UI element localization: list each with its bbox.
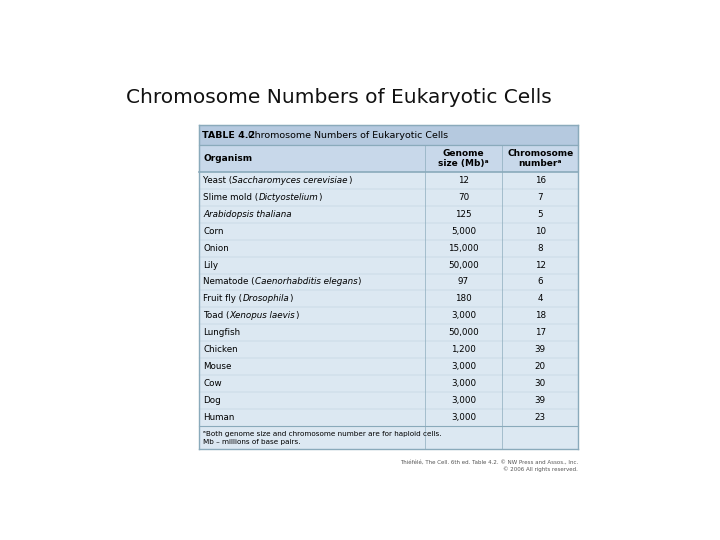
Bar [199,125,578,145]
Text: Yeast (: Yeast ( [203,176,233,185]
Text: Genome
size (Mb)ᵃ: Genome size (Mb)ᵃ [438,149,489,168]
Text: Thiéfélé, The Cell. 6th ed. Table 4.2. © NW Press and Assos., Inc.
© 2006 All ri: Thiéfélé, The Cell. 6th ed. Table 4.2. ©… [400,460,578,472]
Text: 97: 97 [458,278,469,287]
Text: 39: 39 [535,345,546,354]
Text: Lily: Lily [203,260,218,269]
Text: Chromosome Numbers of Eukaryotic Cells: Chromosome Numbers of Eukaryotic Cells [242,131,448,140]
Text: 50,000: 50,000 [448,328,479,338]
Text: Xenopus laevis: Xenopus laevis [230,312,295,320]
Text: Corn: Corn [203,227,224,235]
Text: Dog: Dog [203,396,221,405]
Text: 5,000: 5,000 [451,227,476,235]
Text: ᵃBoth genome size and chromosome number are for haploid cells.: ᵃBoth genome size and chromosome number … [202,430,441,436]
Text: Saccharomyces cerevisiae: Saccharomyces cerevisiae [233,176,348,185]
Text: 12: 12 [535,260,546,269]
Bar [199,189,578,206]
Text: 1,200: 1,200 [451,345,476,354]
Text: ): ) [358,278,361,287]
Text: Chromosome
numberᵃ: Chromosome numberᵃ [507,149,573,168]
Text: Caenorhabditis elegans: Caenorhabditis elegans [255,278,358,287]
Text: Organism: Organism [203,154,253,163]
Text: Lungfish: Lungfish [203,328,240,338]
Text: ): ) [318,193,322,202]
Bar [199,291,578,307]
Text: 30: 30 [535,379,546,388]
Text: 20: 20 [535,362,546,371]
Text: 3,000: 3,000 [451,396,476,405]
Text: TABLE 4.2: TABLE 4.2 [202,131,255,140]
Text: 16: 16 [535,176,546,185]
Bar [199,273,578,291]
Bar [199,145,578,172]
Bar [199,426,578,449]
Text: Toad (: Toad ( [203,312,230,320]
Text: 3,000: 3,000 [451,413,476,422]
Text: Arabidopsis thaliana: Arabidopsis thaliana [203,210,292,219]
Text: Chromosome Numbers of Eukaryotic Cells: Chromosome Numbers of Eukaryotic Cells [126,87,552,107]
Text: 3,000: 3,000 [451,379,476,388]
Bar [199,222,578,240]
Text: 18: 18 [535,312,546,320]
Text: Drosophila: Drosophila [243,294,289,303]
Text: 39: 39 [535,396,546,405]
Text: Fruit fly (: Fruit fly ( [203,294,243,303]
Bar [199,375,578,392]
Bar [199,341,578,358]
Bar [199,240,578,256]
Bar [199,172,578,189]
Text: 8: 8 [538,244,543,253]
Bar [199,325,578,341]
Text: Nematode (: Nematode ( [203,278,255,287]
Text: Dictyostelium: Dictyostelium [258,193,318,202]
Bar [199,358,578,375]
Text: 15,000: 15,000 [448,244,479,253]
Text: 125: 125 [455,210,472,219]
Text: Mouse: Mouse [203,362,232,371]
Text: 12: 12 [458,176,469,185]
Text: Mb – millions of base pairs.: Mb – millions of base pairs. [202,440,300,445]
Text: 180: 180 [455,294,472,303]
Bar [199,392,578,409]
Text: 17: 17 [535,328,546,338]
Text: 4: 4 [538,294,543,303]
Text: 70: 70 [458,193,469,202]
Text: ): ) [348,176,351,185]
Text: 50,000: 50,000 [448,260,479,269]
Text: 5: 5 [538,210,543,219]
Text: 3,000: 3,000 [451,312,476,320]
Bar [199,256,578,273]
Text: Onion: Onion [203,244,229,253]
Text: 23: 23 [535,413,546,422]
Bar [199,409,578,426]
Text: Cow: Cow [203,379,222,388]
Bar [199,206,578,222]
Text: 7: 7 [538,193,543,202]
Text: ): ) [295,312,299,320]
Text: 3,000: 3,000 [451,362,476,371]
Text: 10: 10 [535,227,546,235]
Bar [199,307,578,325]
Text: Human: Human [203,413,235,422]
Text: Slime mold (: Slime mold ( [203,193,258,202]
Text: ): ) [289,294,292,303]
Text: 6: 6 [538,278,543,287]
Text: Chicken: Chicken [203,345,238,354]
